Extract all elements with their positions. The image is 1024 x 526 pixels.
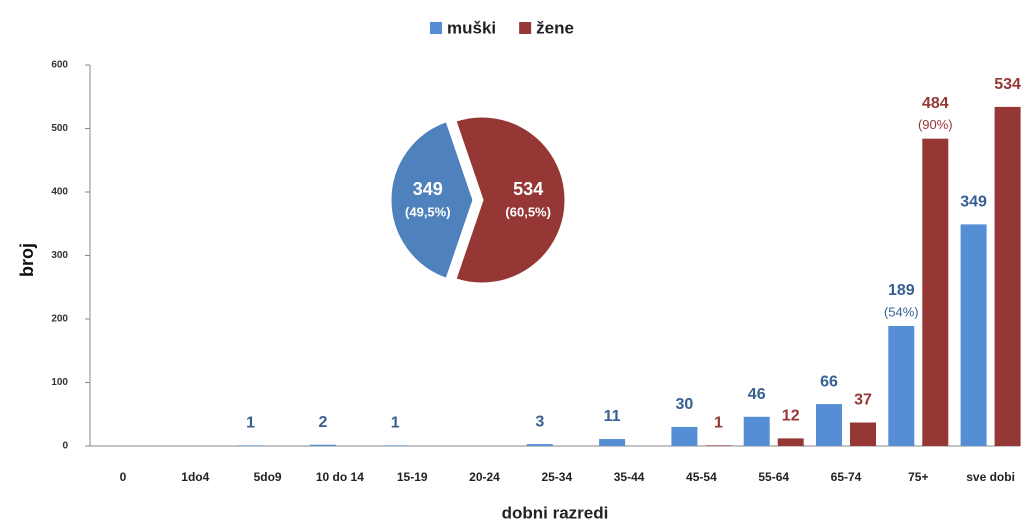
pie-percent-label: (49,5%): [405, 204, 451, 219]
bar: [705, 445, 732, 446]
y-tick-label: 500: [51, 123, 68, 134]
x-tick-label: 1do4: [181, 470, 209, 484]
x-tick-label: 65-74: [831, 470, 862, 484]
x-tick-label: 45-54: [686, 470, 717, 484]
bar: [237, 445, 264, 446]
y-tick-label: 200: [51, 314, 68, 325]
x-tick-label: sve dobi: [966, 470, 1015, 484]
x-tick-label: 20-24: [469, 470, 500, 484]
value-label: 66: [820, 373, 838, 390]
bar: [960, 224, 987, 446]
y-tick-label: 600: [51, 60, 68, 71]
value-label: 349: [960, 194, 987, 211]
pie-value-label: 349: [413, 179, 443, 199]
y-tick-label: 300: [51, 250, 68, 261]
bar: [850, 422, 876, 446]
legend-swatch: [519, 22, 532, 34]
value-label: 12: [782, 408, 800, 425]
pie-value-label: 534: [513, 179, 543, 199]
x-axis-title: dobni razredi: [502, 503, 609, 522]
x-tick-label: 15-19: [397, 470, 428, 484]
percent-label: (90%): [918, 117, 953, 132]
y-axis-title: broj: [17, 243, 37, 277]
bar: [671, 426, 698, 446]
value-label: 2: [318, 414, 327, 431]
bar: [922, 138, 949, 446]
value-label: 1: [391, 415, 400, 432]
x-tick-label: 5do9: [254, 470, 282, 484]
bar: [816, 404, 842, 446]
bar: [888, 325, 915, 446]
value-label: 1: [246, 415, 255, 432]
pie-slice: [388, 118, 476, 282]
pie-percent-label: (60,5%): [505, 204, 551, 219]
value-label: 484: [922, 95, 949, 112]
percent-label: (54%): [884, 304, 919, 319]
value-label: 3: [535, 413, 544, 430]
x-tick-label: 35-44: [614, 470, 645, 484]
bar: [777, 438, 804, 446]
value-label: 11: [604, 408, 621, 425]
legend-label: žene: [536, 18, 574, 37]
y-tick-label: 100: [51, 377, 68, 388]
x-tick-label: 55-64: [758, 470, 789, 484]
x-tick-label: 75+: [908, 470, 928, 484]
legend-swatch: [430, 22, 442, 34]
bar: [743, 416, 770, 446]
value-label: 37: [854, 392, 872, 409]
x-tick-label: 0: [120, 470, 127, 484]
bar: [382, 445, 409, 446]
y-tick-label: 400: [51, 187, 68, 198]
bar: [599, 439, 626, 446]
value-label: 189: [888, 282, 915, 299]
y-tick-label: 0: [62, 441, 68, 452]
legend-label: muški: [447, 18, 496, 37]
pie-slice: [452, 114, 568, 286]
x-tick-label: 10 do 14: [316, 470, 364, 484]
value-label: 1: [714, 415, 723, 432]
value-label: 30: [676, 396, 694, 413]
x-tick-label: 25-34: [541, 470, 572, 484]
value-label: 46: [748, 386, 766, 403]
bar: [309, 444, 336, 446]
bar: [994, 106, 1021, 446]
bar: [526, 444, 553, 446]
value-label: 534: [994, 76, 1021, 93]
